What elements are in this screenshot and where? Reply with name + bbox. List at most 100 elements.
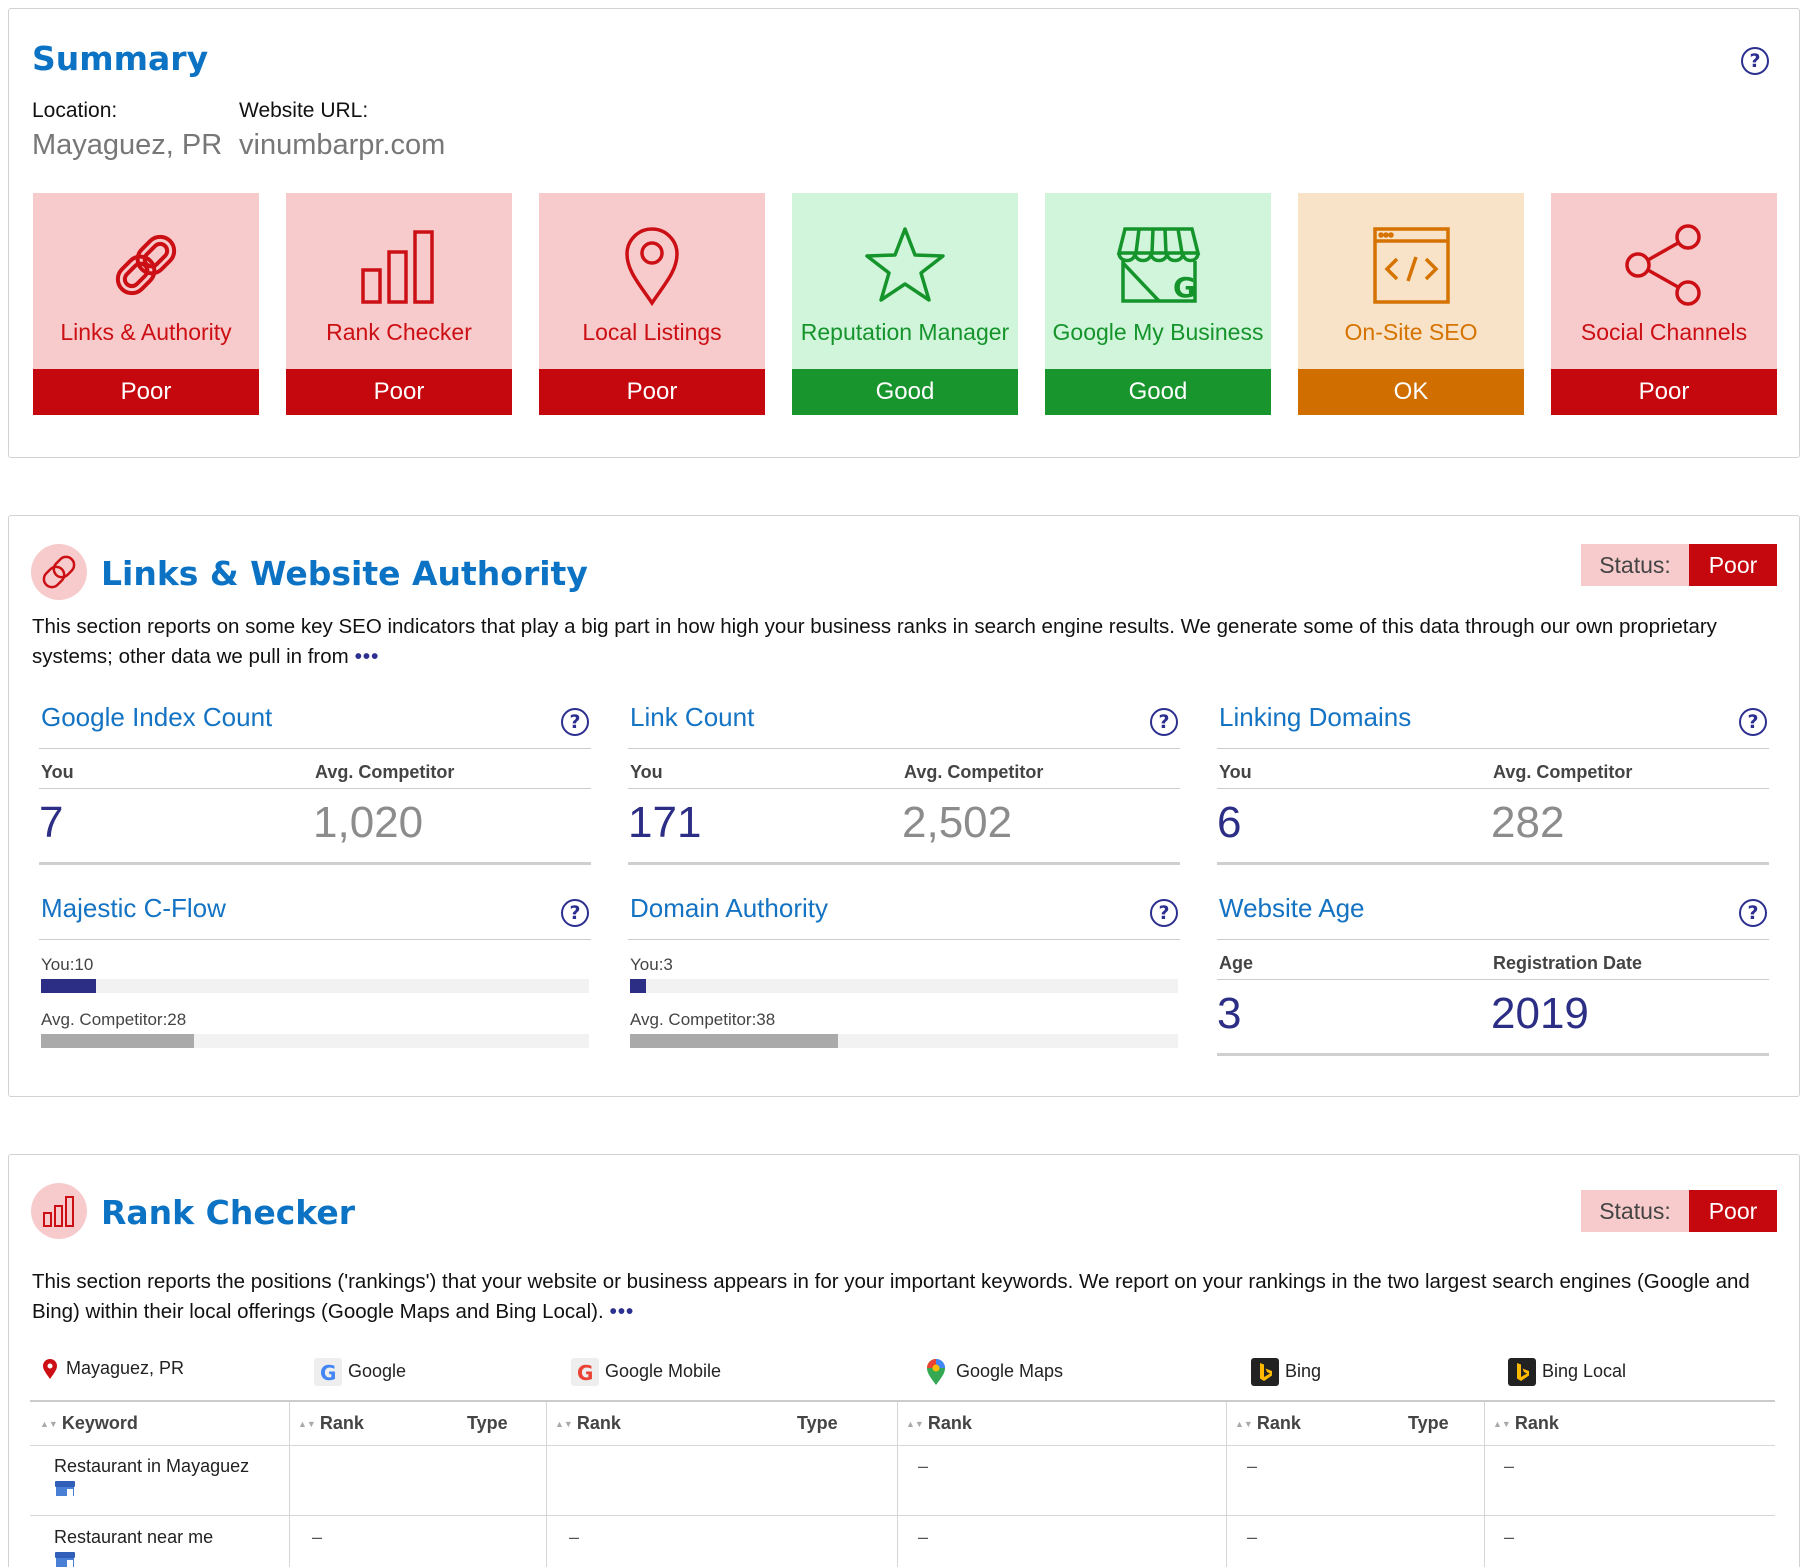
status-badge: Good: [1045, 369, 1271, 415]
rank-cell: –: [1504, 1527, 1515, 1547]
website-url-value: vinumbarpr.com: [239, 129, 446, 161]
svg-text:G: G: [320, 1361, 336, 1385]
metric-domain-authority: Domain Authority ? You:3 Avg. Competitor…: [628, 893, 1180, 1063]
map-pin-icon: [539, 223, 765, 308]
summary-card: Summary ? Location: Website URL: Mayague…: [8, 8, 1800, 458]
storefront-icon: [55, 1552, 75, 1567]
metric-title: Website Age: [1219, 893, 1365, 923]
bar-chart-icon: [31, 1183, 87, 1239]
tile-social-channels[interactable]: Social Channels Poor: [1551, 193, 1777, 417]
svg-text:G: G: [577, 1361, 593, 1385]
header-bing-rank[interactable]: ▲▼ Rank: [1235, 1413, 1301, 1434]
section-description: This section reports the positions ('ran…: [32, 1267, 1772, 1327]
you-bar: [41, 979, 589, 993]
help-icon[interactable]: ?: [561, 899, 589, 927]
status-indicator: Status: Poor: [1581, 544, 1777, 586]
engine-label: Google Mobile: [605, 1360, 722, 1381]
tile-label: Reputation Manager: [800, 319, 1010, 345]
header-label: Keyword: [61, 1413, 138, 1433]
storefront-icon: [55, 1481, 75, 1496]
description-text: This section reports the positions ('ran…: [32, 1270, 1750, 1323]
rank-cell: –: [1247, 1456, 1258, 1476]
you-bar-fill: [630, 979, 647, 993]
metric-link-count: Link Count ? You Avg. Competitor 171 2,5…: [628, 702, 1180, 872]
tile-on-site-seo[interactable]: On-Site SEO OK: [1298, 193, 1524, 417]
tile-rank-checker[interactable]: Rank Checker Poor: [286, 193, 512, 417]
status-badge: Poor: [1551, 369, 1777, 415]
header-google-mobile-rank[interactable]: ▲▼ Rank: [555, 1413, 621, 1434]
help-icon[interactable]: ?: [1150, 708, 1178, 736]
tile-reputation-manager[interactable]: Reputation Manager Good: [792, 193, 1018, 417]
header-bing-local-rank[interactable]: ▲▼ Rank: [1493, 1413, 1559, 1434]
engine-bing: Bing: [1251, 1358, 1321, 1386]
description-text: This section reports on some key SEO ind…: [32, 615, 1717, 668]
help-icon[interactable]: ?: [561, 708, 589, 736]
header-keyword[interactable]: ▲▼ Keyword: [40, 1413, 138, 1434]
engine-bing-local: Bing Local: [1508, 1358, 1626, 1386]
section-description: This section reports on some key SEO ind…: [32, 612, 1772, 672]
tile-links-authority[interactable]: Links & Authority Poor: [33, 193, 259, 417]
header-label: Type: [797, 1413, 838, 1433]
status-label: Status:: [1581, 544, 1689, 586]
engine-label: Google Maps: [956, 1360, 1064, 1381]
status-label: Status:: [1581, 1190, 1689, 1232]
sort-icon: ▲▼: [298, 1419, 316, 1430]
avg-competitor-bar-fill: [630, 1034, 839, 1048]
metric-title: Google Index Count: [41, 702, 273, 732]
metric-linking-domains: Linking Domains ? You Avg. Competitor 6 …: [1217, 702, 1769, 872]
engine-google-mobile: G Google Mobile: [571, 1358, 721, 1386]
status-badge: Poor: [286, 369, 512, 415]
rank-cell: –: [918, 1456, 929, 1476]
rank-cell: –: [312, 1527, 323, 1547]
tile-label: Google My Business: [1052, 319, 1264, 345]
you-label: You: [1219, 762, 1252, 782]
code-window-icon: [1298, 223, 1524, 308]
storefront-icon: G: [1045, 223, 1271, 308]
map-pin-icon: [43, 1359, 57, 1380]
metric-google-index-count: Google Index Count ? You Avg. Competitor…: [39, 702, 591, 872]
registration-date-label: Registration Date: [1493, 953, 1643, 973]
you-bar-fill: [41, 979, 96, 993]
help-icon[interactable]: ?: [1741, 47, 1769, 75]
location-text: Mayaguez, PR: [66, 1358, 185, 1378]
avg-competitor-label: Avg. Competitor: [904, 762, 1044, 782]
tile-local-listings[interactable]: Local Listings Poor: [539, 193, 765, 417]
help-icon[interactable]: ?: [1739, 708, 1767, 736]
status-badge: Poor: [1689, 544, 1777, 586]
help-icon[interactable]: ?: [1739, 899, 1767, 927]
tile-google-my-business[interactable]: G Google My Business Good: [1045, 193, 1271, 417]
you-bar-label: You:3: [630, 955, 673, 974]
bar-chart-icon: [286, 223, 512, 308]
more-button[interactable]: •••: [354, 645, 380, 668]
header-google-rank[interactable]: ▲▼ Rank: [298, 1413, 364, 1434]
metric-title: Majestic C-Flow: [41, 893, 226, 923]
you-bar: [630, 979, 1178, 993]
website-url-label: Website URL:: [239, 99, 369, 122]
you-bar-label: You:10: [41, 955, 94, 974]
you-value: 6: [1217, 798, 1242, 847]
metric-majestic-c-flow: Majestic C-Flow ? You:10 Avg. Competitor…: [39, 893, 591, 1063]
tile-label: Links & Authority: [60, 319, 232, 345]
status-badge: Poor: [1689, 1190, 1777, 1232]
sort-icon: ▲▼: [906, 1419, 924, 1430]
rank-cell: –: [569, 1527, 580, 1547]
metric-title: Domain Authority: [630, 893, 828, 923]
help-icon[interactable]: ?: [1150, 899, 1178, 927]
tile-label: On-Site SEO: [1344, 319, 1478, 345]
tile-label: Rank Checker: [326, 319, 472, 345]
bing-icon: [1508, 1358, 1536, 1386]
rank-cell: –: [1247, 1527, 1258, 1547]
engine-label: Google: [348, 1360, 407, 1381]
link-icon: [31, 544, 87, 600]
engine-google-maps: Google Maps: [922, 1358, 1063, 1386]
google-icon: G: [314, 1358, 342, 1386]
metric-title: Link Count: [630, 702, 755, 732]
header-google-maps-rank[interactable]: ▲▼ Rank: [906, 1413, 972, 1434]
location-label: Location:: [32, 99, 118, 122]
svg-text:G: G: [1173, 271, 1196, 304]
rank-checker-card: Rank Checker Status: Poor This section r…: [8, 1154, 1800, 1567]
sort-icon: ▲▼: [1235, 1419, 1253, 1430]
age-label: Age: [1219, 953, 1254, 973]
avg-competitor-value: 2,502: [902, 798, 1013, 847]
more-button[interactable]: •••: [609, 1300, 635, 1323]
